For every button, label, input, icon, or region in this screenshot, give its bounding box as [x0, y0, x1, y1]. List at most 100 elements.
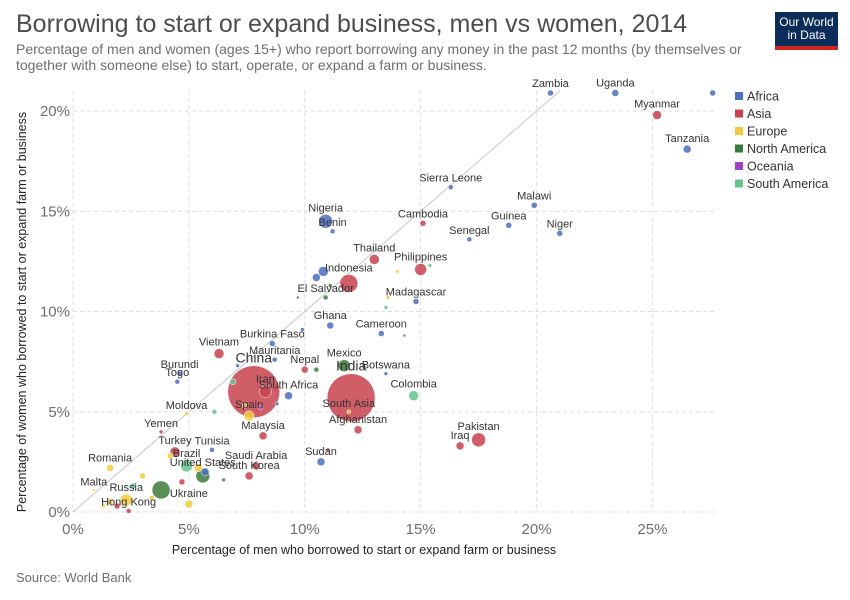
data-point: [318, 266, 329, 277]
point-label: Madagascar: [386, 287, 447, 299]
point-label: Malta: [80, 476, 108, 488]
data-point: [274, 401, 280, 406]
data-point: [258, 405, 263, 411]
data-point: [284, 391, 293, 400]
data-point: [176, 370, 183, 377]
data-point: [326, 321, 335, 330]
data-point: [139, 472, 146, 480]
data-point: [301, 365, 309, 374]
data-point: [556, 230, 563, 237]
point-label: Niger: [547, 218, 574, 230]
data-point: [448, 184, 454, 190]
data-point: [167, 452, 174, 460]
point-label: Spain: [235, 399, 263, 411]
data-point: [184, 499, 194, 509]
data-point: [652, 110, 662, 120]
data-point: [318, 214, 333, 229]
data-point: [193, 463, 203, 473]
point-label: China: [235, 350, 272, 366]
data-point: [243, 410, 255, 422]
data-point: [402, 333, 407, 338]
data-point: [326, 373, 376, 422]
data-point: [547, 89, 554, 97]
data-point: [251, 461, 261, 471]
y-tick-label: 15%: [40, 203, 70, 220]
data-point: [258, 431, 268, 441]
point-label: Togo: [165, 367, 189, 379]
axis-ticks: 0% 5% 10% 15% 20% 25% 0% 5% 10% 15% 20%: [40, 103, 667, 538]
data-point: [322, 294, 329, 301]
legend-label: Asia: [747, 107, 771, 121]
chart-subtitle: Percentage of men and women (ages 15+) w…: [16, 41, 742, 73]
point-label: United States: [170, 457, 237, 469]
point-label: Mauritania: [249, 345, 301, 357]
x-tick-label: 15%: [406, 521, 436, 538]
data-point: [611, 89, 620, 97]
point-label: Saudi Arabia: [225, 450, 288, 462]
point-label: Vietnam: [199, 337, 239, 349]
legend: Africa Asia Europe North America Oceania Sout…: [735, 90, 828, 191]
legend-swatch: [735, 92, 743, 100]
y-axis-label: Percentage of women who borrowed to star…: [15, 112, 29, 512]
data-point: [709, 89, 716, 97]
data-point: [92, 488, 96, 492]
data-point: [419, 220, 427, 227]
y-tick-label: 0%: [48, 504, 70, 521]
point-label: Myanmar: [634, 99, 680, 111]
point-label: Burkina Faso: [240, 329, 305, 341]
point-label: Iraq: [451, 430, 470, 442]
point-label: Colombia: [390, 379, 437, 391]
data-point: [180, 459, 193, 473]
point-label: South Africa: [259, 380, 319, 392]
point-label: Indonesia: [325, 262, 374, 274]
point-label: Botswana: [362, 360, 411, 372]
point-label: Burundi: [161, 359, 199, 371]
x-tick-label: 20%: [522, 521, 552, 538]
data-point: [178, 478, 186, 486]
legend-swatch: [735, 162, 743, 170]
data-point: [259, 385, 272, 398]
data-point: [378, 330, 385, 337]
point-label: Senegal: [449, 225, 489, 237]
data-point: [325, 447, 331, 453]
point-label: Tanzania: [665, 133, 710, 145]
data-point: [241, 402, 248, 409]
data-point: [120, 493, 133, 507]
legend-label: Africa: [747, 90, 779, 104]
logo-line-1: Our World: [779, 15, 834, 29]
legend-swatch: [735, 109, 743, 118]
x-tick-label: 5%: [178, 521, 200, 538]
point-label: Cambodia: [398, 208, 449, 220]
data-point: [471, 432, 486, 448]
point-label: Sierra Leone: [419, 173, 482, 185]
point-label: Ghana: [314, 310, 348, 322]
data-point: [149, 495, 155, 501]
data-point: [174, 378, 181, 385]
owid-logo[interactable]: Our World in Data: [775, 12, 838, 50]
chart-title: Borrowing to start or expand business, m…: [16, 10, 688, 38]
point-label: Moldova: [166, 400, 208, 412]
data-point: [369, 254, 380, 265]
point-label: Thailand: [353, 242, 395, 254]
data-point: [313, 366, 320, 373]
point-label: Guinea: [491, 210, 527, 222]
x-tick-label: 10%: [290, 521, 320, 538]
data-point: [414, 263, 427, 276]
data-point: [408, 390, 419, 401]
legend-swatch: [735, 144, 743, 153]
reference-line: [72, 90, 561, 513]
legend-swatch: [735, 179, 743, 188]
point-label: Malaysia: [241, 420, 285, 432]
data-point: [300, 327, 305, 332]
data-point: [213, 348, 225, 359]
data-point: [158, 429, 164, 435]
data-point: [211, 409, 218, 415]
point-label: Benin: [319, 217, 347, 229]
data-point: [106, 498, 114, 506]
point-label: Sudan: [305, 446, 337, 458]
point-label: Pakistan: [457, 421, 499, 433]
point-label: Nigeria: [308, 202, 344, 214]
point-label: Zambia: [532, 78, 570, 90]
data-point: [455, 441, 465, 451]
data-point: [383, 371, 389, 376]
